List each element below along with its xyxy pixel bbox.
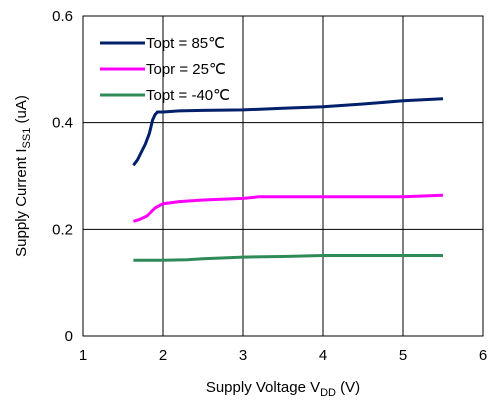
x-tick-label: 3 xyxy=(239,347,247,364)
legend-series-unit: ℃ xyxy=(209,61,226,78)
legend-series-name: Topt = 85 xyxy=(146,35,208,52)
x-tick-label: 4 xyxy=(319,347,327,364)
plot-area-frame xyxy=(82,15,484,337)
legend-series-unit: ℃ xyxy=(213,87,230,104)
grid xyxy=(83,16,483,336)
y-axis-title: Supply Current ISS1 (uA) xyxy=(13,95,33,257)
legend-label-2: Topr = 25℃ xyxy=(146,61,226,78)
y-tick-label: 0.2 xyxy=(52,221,73,238)
y-axis-title-subscript: SS1 xyxy=(21,128,33,149)
legend-label-1: Topt = 85℃ xyxy=(146,35,225,52)
series-line-1 xyxy=(132,97,444,167)
x-tick-label: 1 xyxy=(79,347,87,364)
y-axis-title-unit: (uA) xyxy=(13,95,30,128)
y-tick-label: 0 xyxy=(65,328,73,345)
x-tick-label: 6 xyxy=(479,347,487,364)
x-tick-label: 5 xyxy=(399,347,407,364)
legend-series-unit: ℃ xyxy=(208,35,225,52)
x-tick-label: 2 xyxy=(159,347,167,364)
axis-ticks: 1 2 3 4 5 6 0 0.2 0.4 0.6 xyxy=(52,8,487,364)
legend-series-name: Topt = -40 xyxy=(146,87,213,104)
x-axis-title-unit: (V) xyxy=(336,379,360,396)
series-line-3 xyxy=(133,254,443,262)
x-axis-title-main: Supply Voltage V xyxy=(206,379,320,396)
series-line-2 xyxy=(132,193,444,223)
series-lines xyxy=(132,97,444,262)
legend-label-3: Topt = -40℃ xyxy=(146,87,230,104)
y-axis-title-main: Supply Current I xyxy=(13,148,30,256)
y-tick-label: 0.4 xyxy=(52,115,73,132)
y-tick-label: 0.6 xyxy=(52,8,73,25)
x-axis-title: Supply Voltage VDD (V) xyxy=(206,379,360,399)
x-axis-title-subscript: DD xyxy=(320,387,336,399)
legend-series-name: Topr = 25 xyxy=(146,61,209,78)
